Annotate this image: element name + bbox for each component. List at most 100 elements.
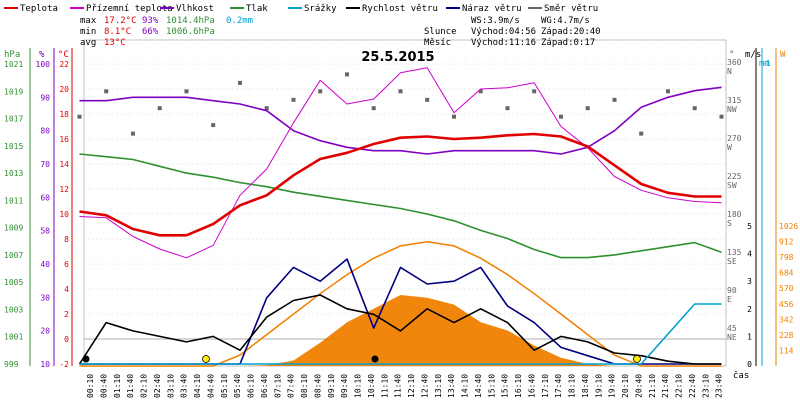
axis-tick-percent: 20 xyxy=(40,327,50,336)
axis-tick-w: 456 xyxy=(779,300,794,309)
wind-direction-point xyxy=(157,106,162,111)
axis-tick-direction-label: W xyxy=(727,143,732,152)
wind-direction-point xyxy=(559,114,563,119)
axis-tick-w: 1026 xyxy=(779,222,798,231)
axis-tick-hpa: 1011 xyxy=(4,196,23,205)
axis-tick-percent: 60 xyxy=(40,193,50,202)
axis-tick-ms: 5 xyxy=(747,222,752,231)
axes: hPa% °C ° m/smmWčas102110191017101510131011… xyxy=(4,48,798,398)
axis-tick-time: 21:10 xyxy=(648,374,657,398)
axis-tick-time: 05:40 xyxy=(233,374,242,398)
axis-tick-time: 11:10 xyxy=(380,374,389,398)
axis-tick-time: 00:10 xyxy=(86,374,95,398)
sunrise-time: Východ:04:56 xyxy=(471,27,536,37)
legend-label: Tlak xyxy=(246,4,268,14)
axis-tick-direction-label: S xyxy=(727,219,732,228)
axis-tick-celsius: 20 xyxy=(59,85,69,94)
axis-tick-time: 23:40 xyxy=(715,374,724,398)
legend-label: Směr větru xyxy=(544,4,598,14)
wind-direction-point xyxy=(131,131,135,136)
stat-label: min xyxy=(80,27,96,37)
axis-tick-time: 15:10 xyxy=(487,374,496,398)
legend-label: Náraz větru xyxy=(462,4,522,14)
axis-tick-time: 19:40 xyxy=(608,374,617,398)
sunset-time: Západ:20:40 xyxy=(541,27,601,37)
axis-tick-celsius: 10 xyxy=(59,210,69,219)
axis-tick-direction-label: N xyxy=(727,67,732,76)
moonset-marker xyxy=(82,355,90,363)
wind-direction-point xyxy=(318,89,323,94)
sunrise-marker xyxy=(202,355,210,363)
axis-tick-direction: 45 xyxy=(727,324,737,333)
stat-temp: 17.2°C xyxy=(104,16,137,26)
axis-tick-direction: 225 xyxy=(727,172,742,181)
wind-direction-point xyxy=(264,106,269,111)
axis-tick-time: 22:40 xyxy=(688,374,697,398)
legend-label: Přízemní teplota xyxy=(86,4,173,14)
axis-tick-mm: -1 xyxy=(761,59,771,68)
axis-unit-time: čas xyxy=(733,370,749,381)
legend: Teplota Přízemní teplota Vlhkost Tlak Srážky… xyxy=(4,4,598,14)
wind-direction-point xyxy=(719,114,724,119)
wind-direction-point xyxy=(532,89,537,94)
axis-tick-hpa: 999 xyxy=(4,360,19,369)
axis-tick-time: 23:10 xyxy=(701,374,710,398)
series-line-rychlost-v-tru xyxy=(78,294,722,365)
axis-tick-time: 14:40 xyxy=(474,374,483,398)
axis-tick-time: 20:40 xyxy=(634,374,643,398)
wind-direction-point xyxy=(291,97,296,102)
axis-tick-percent: 50 xyxy=(40,227,50,236)
axis-tick-w: 228 xyxy=(779,331,794,340)
wind-direction-point xyxy=(184,89,189,94)
axis-tick-time: 02:40 xyxy=(153,374,162,398)
axis-tick-percent: 100 xyxy=(36,60,51,69)
stat-temp: 8.1°C xyxy=(104,27,131,37)
axis-tick-w: 342 xyxy=(779,315,794,324)
wind-direction-point xyxy=(612,97,617,102)
axis-tick-percent: 10 xyxy=(40,360,50,369)
axis-tick-ms: 2 xyxy=(747,305,752,314)
legend-label: Vlhkost xyxy=(176,4,214,14)
wind-direction-point xyxy=(398,89,403,94)
wind-direction-point xyxy=(666,89,670,94)
axis-tick-celsius: -2 xyxy=(59,360,69,369)
moonrise-time: Východ:11:16 xyxy=(471,38,536,48)
axis-tick-time: 22:10 xyxy=(675,374,684,398)
axis-tick-direction: 135 xyxy=(727,248,742,257)
wind-speed-avg: WS:3.9m/s xyxy=(471,16,520,26)
axis-tick-time: 06:40 xyxy=(260,374,269,398)
axis-tick-celsius: 0 xyxy=(64,335,69,344)
axis-tick-direction-label: SE xyxy=(727,257,737,266)
series-line-teplota xyxy=(79,132,722,237)
sunset-marker xyxy=(633,355,641,363)
wind-direction-point xyxy=(238,80,242,85)
axis-tick-celsius: 4 xyxy=(64,285,69,294)
series-layer xyxy=(77,67,724,367)
wind-direction-point xyxy=(692,106,697,111)
axis-tick-direction-label: SW xyxy=(727,181,737,190)
axis-tick-time: 16:40 xyxy=(527,374,536,398)
axis-tick-w: 570 xyxy=(779,284,794,293)
axis-tick-hpa: 1021 xyxy=(4,60,23,69)
axis-tick-direction: 90 xyxy=(727,286,737,295)
axis-tick-hpa: 1001 xyxy=(4,333,23,342)
moonset-time: Západ:0:17 xyxy=(541,38,595,48)
axis-tick-ms: 1 xyxy=(747,332,752,341)
chart-title: 25.5.2015 xyxy=(361,50,434,65)
axis-unit-ms: m/s xyxy=(745,50,761,60)
axis-tick-time: 01:40 xyxy=(126,374,135,398)
wind-direction-point xyxy=(505,106,510,111)
axis-tick-celsius: 2 xyxy=(64,310,69,319)
axis-tick-time: 09:40 xyxy=(340,374,349,398)
wind-direction-point xyxy=(371,106,376,111)
axis-tick-percent: 30 xyxy=(40,293,50,302)
axis-tick-percent: 70 xyxy=(40,160,50,169)
axis-tick-percent: 40 xyxy=(40,260,50,269)
axis-tick-time: 13:40 xyxy=(447,374,456,398)
axis-tick-time: 18:10 xyxy=(568,374,577,398)
axis-tick-celsius: 22 xyxy=(59,60,69,69)
axis-tick-celsius: 14 xyxy=(59,160,69,169)
axis-tick-time: 20:10 xyxy=(621,374,630,398)
axis-tick-celsius: 16 xyxy=(59,135,69,144)
